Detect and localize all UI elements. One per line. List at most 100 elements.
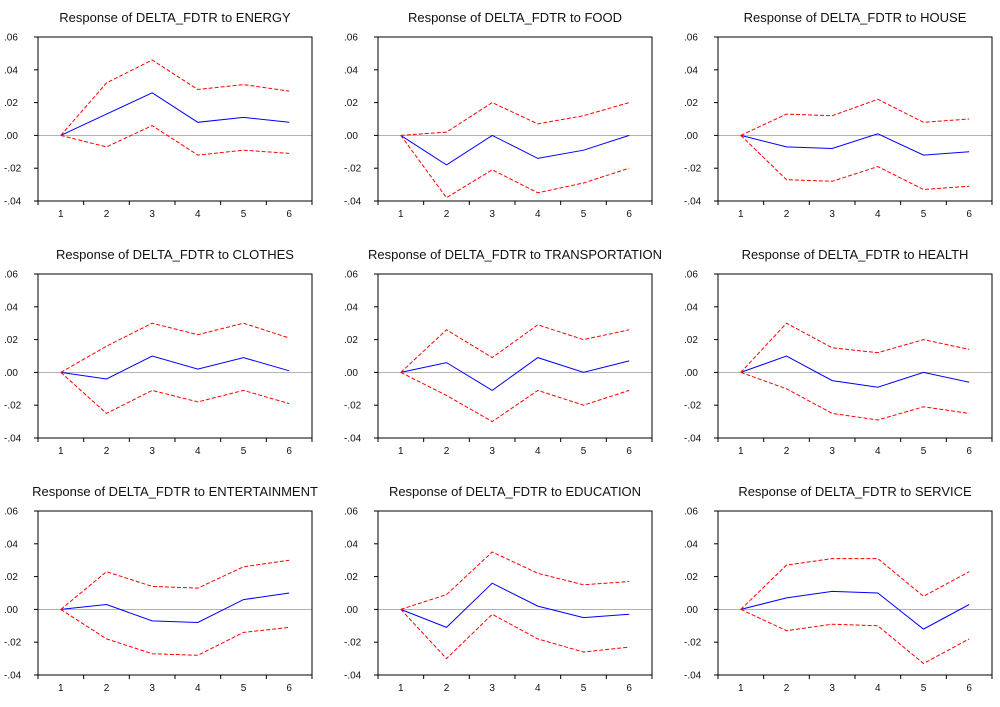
- upper-band-line: [740, 98, 970, 136]
- y-tick-label: -.02: [344, 164, 362, 175]
- y-tick-label: .04: [684, 302, 698, 313]
- response-line: [740, 590, 970, 630]
- x-tick-label: 3: [829, 209, 835, 220]
- y-tick-label: .06: [684, 270, 698, 281]
- plot-frame: [377, 510, 653, 676]
- lower-band-line: [60, 125, 290, 156]
- x-tick-label: 2: [784, 446, 790, 457]
- chart-panel: Response of DELTA_FDTR to HOUSE .06 .04 .02…: [680, 0, 1000, 233]
- x-tick-label: 1: [58, 209, 64, 220]
- x-tick-label: 4: [875, 446, 881, 457]
- y-tick-label: -.04: [344, 197, 362, 208]
- chart-title: Response of DELTA_FDTR to TRANSPORTATION: [368, 247, 662, 262]
- plot-frame: [37, 273, 313, 439]
- response-line: [740, 355, 970, 388]
- plot-frame: [377, 36, 653, 202]
- response-line: [60, 355, 290, 380]
- y-tick-label: .06: [344, 33, 358, 44]
- plot-frame: [717, 273, 993, 439]
- x-tick-label: 3: [829, 446, 835, 457]
- plot-frame: [717, 510, 993, 676]
- upper-band-line: [740, 558, 970, 610]
- x-tick-label: 1: [738, 209, 744, 220]
- y-tick-label: .04: [684, 65, 698, 76]
- y-tick-label: -.02: [4, 164, 22, 175]
- x-tick-label: 4: [535, 683, 541, 694]
- y-tick-label: -.04: [4, 434, 22, 445]
- x-tick-label: 6: [626, 446, 632, 457]
- chart-title: Response of DELTA_FDTR to EDUCATION: [389, 484, 641, 499]
- x-tick-label: 1: [58, 683, 64, 694]
- y-tick-label: -.02: [4, 638, 22, 649]
- x-tick-label: 2: [444, 446, 450, 457]
- lower-band-line: [740, 371, 970, 421]
- chart-svg: Response of DELTA_FDTR to HOUSE .06 .04 .02…: [684, 10, 993, 220]
- chart-svg: Response of DELTA_FDTR to ENERGY .06 .04 .0…: [4, 10, 313, 220]
- y-tick-label: -.02: [684, 638, 702, 649]
- x-tick-label: 4: [535, 446, 541, 457]
- y-tick-label: -.02: [344, 638, 362, 649]
- x-tick-label: 1: [398, 446, 404, 457]
- y-tick-label: .02: [684, 335, 698, 346]
- upper-band-line: [60, 59, 290, 136]
- response-line: [400, 357, 630, 391]
- y-tick-label: .00: [684, 368, 698, 379]
- y-tick-label: .04: [344, 65, 358, 76]
- upper-band-line: [60, 322, 290, 373]
- x-tick-label: 2: [444, 209, 450, 220]
- chart-panel: Response of DELTA_FDTR to SERVICE .06 .04.…: [680, 474, 1000, 707]
- x-tick-label: 6: [966, 209, 972, 220]
- y-tick-label: .06: [4, 270, 18, 281]
- y-tick-label: -.04: [344, 434, 362, 445]
- y-tick-label: .04: [4, 65, 18, 76]
- y-tick-label: .00: [684, 131, 698, 142]
- response-line: [740, 133, 970, 156]
- y-tick-label: .02: [4, 572, 18, 583]
- y-tick-label: -.04: [684, 197, 702, 208]
- upper-band-line: [400, 324, 630, 373]
- chart-svg: Response of DELTA_FDTR to EDUCATION .06 .0…: [344, 484, 653, 694]
- x-tick-label: 4: [195, 446, 201, 457]
- chart-title: Response of DELTA_FDTR to HOUSE: [744, 10, 967, 25]
- chart-svg: Response of DELTA_FDTR to ENTERTAINMENT.…: [4, 484, 318, 694]
- y-tick-label: .04: [344, 302, 358, 313]
- lower-band-line: [400, 371, 630, 423]
- y-tick-label: .06: [4, 33, 18, 44]
- x-tick-label: 2: [104, 209, 110, 220]
- x-tick-label: 5: [921, 446, 927, 457]
- y-tick-label: .06: [684, 33, 698, 44]
- response-line: [60, 592, 290, 624]
- chart-svg: Response of DELTA_FDTR to CLOTHES .06 .04.…: [4, 247, 313, 457]
- y-tick-label: .06: [4, 507, 18, 518]
- lower-band-line: [400, 609, 630, 660]
- x-tick-label: 5: [581, 683, 587, 694]
- y-tick-label: .04: [4, 302, 18, 313]
- chart-panel: Response of DELTA_FDTR to TRANSPORTATION…: [340, 237, 670, 470]
- x-tick-label: 4: [875, 209, 881, 220]
- chart-title: Response of DELTA_FDTR to FOOD: [408, 10, 622, 25]
- chart-panel: Response of DELTA_FDTR to CLOTHES .06 .04.…: [0, 237, 330, 470]
- y-tick-label: .04: [4, 539, 18, 550]
- x-tick-label: 5: [241, 683, 247, 694]
- x-tick-label: 6: [966, 683, 972, 694]
- x-tick-label: 6: [286, 446, 292, 457]
- x-tick-label: 1: [58, 446, 64, 457]
- lower-band-line: [740, 608, 970, 665]
- y-tick-label: .06: [344, 270, 358, 281]
- lower-band-line: [740, 135, 970, 191]
- chart-panel: Response of DELTA_FDTR to ENERGY .06 .04 .0…: [0, 0, 330, 233]
- chart-title: Response of DELTA_FDTR to CLOTHES: [56, 247, 294, 262]
- x-tick-label: 6: [286, 683, 292, 694]
- x-tick-label: 5: [581, 209, 587, 220]
- upper-band-line: [740, 322, 970, 373]
- x-tick-label: 6: [966, 446, 972, 457]
- x-tick-label: 3: [149, 683, 155, 694]
- x-tick-label: 2: [784, 209, 790, 220]
- x-tick-label: 3: [489, 209, 495, 220]
- x-tick-label: 5: [241, 446, 247, 457]
- y-tick-label: .04: [344, 539, 358, 550]
- y-tick-label: .00: [344, 368, 358, 379]
- upper-band-line: [400, 102, 630, 136]
- upper-band-line: [400, 551, 630, 610]
